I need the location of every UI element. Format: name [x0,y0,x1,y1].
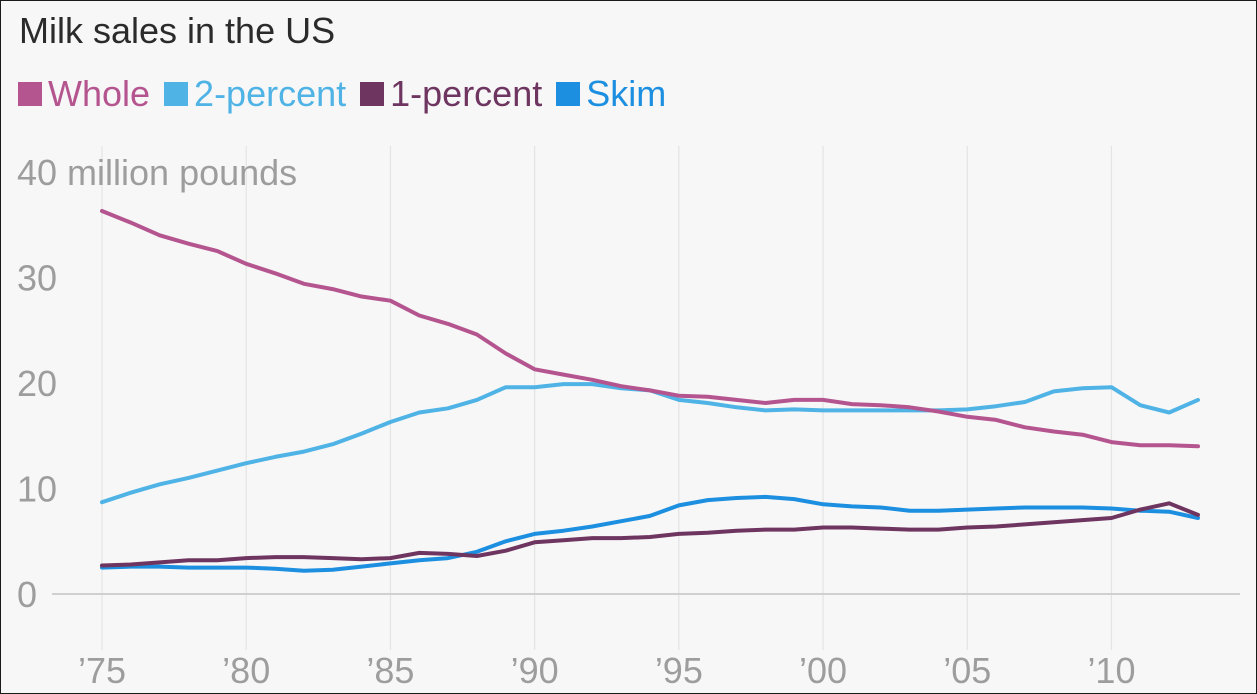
legend-label-skim: Skim [586,73,667,114]
x-tick-label-3: ’90 [511,650,559,691]
legend: Whole 2-percent 1-percent Skim [18,72,680,116]
legend-item-whole: Whole [18,72,150,116]
legend-swatch-2-percent [164,82,189,106]
series-line-skim [100,494,1200,573]
x-tick-label-6: ’05 [943,650,991,691]
y-tick-label-0: 0 [17,574,37,615]
series-line-1-percent [100,501,1200,568]
y-tick-label-4: 40 million pounds [17,152,297,193]
legend-item-1-percent: 1-percent [360,72,542,116]
x-tick-label-5: ’00 [799,650,847,691]
x-tick-label-7: ’10 [1087,650,1135,691]
y-tick-label-3: 30 [17,258,57,299]
legend-label-2-percent: 2-percent [194,73,347,114]
x-tick-label-0: ’75 [78,650,126,691]
chart-title: Milk sales in the US [19,10,336,51]
x-tick-label-1: ’80 [222,650,270,691]
legend-item-skim: Skim [556,72,666,116]
legend-label-whole: Whole [48,73,151,114]
y-tick-label-1: 10 [17,469,57,510]
x-tick-label-2: ’85 [366,650,414,691]
legend-swatch-whole [18,82,42,106]
series-line-whole [100,209,1200,449]
legend-swatch-1-percent [360,82,385,106]
legend-label-1-percent: 1-percent [390,73,543,114]
x-tick-label-4: ’95 [655,650,703,691]
legend-swatch-skim [556,82,581,106]
legend-item-2-percent: 2-percent [164,72,346,116]
y-tick-label-2: 20 [17,363,57,404]
series-line-2-percent [100,382,1200,505]
